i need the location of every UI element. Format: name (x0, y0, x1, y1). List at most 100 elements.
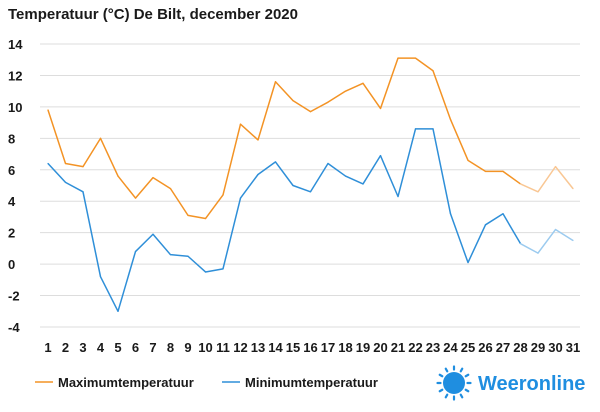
series-forecast-line-max (520, 165, 574, 193)
x-tick-label: 12 (233, 340, 247, 355)
weeronline-logo: Weeronline (436, 365, 585, 401)
data-point (64, 181, 67, 183)
data-point (152, 177, 154, 179)
x-tick-label: 7 (149, 340, 156, 355)
y-tick-label: -2 (8, 289, 20, 304)
data-point (239, 197, 242, 199)
y-tick-label: 2 (8, 226, 15, 241)
data-point (414, 128, 417, 130)
y-tick-label: 0 (8, 257, 15, 272)
data-point (449, 213, 452, 215)
data-point (432, 70, 434, 72)
gridlines (40, 43, 580, 328)
x-tick-label: 27 (496, 340, 510, 355)
data-point (344, 175, 347, 177)
data-point (432, 128, 434, 130)
data-point (47, 162, 49, 165)
data-point (292, 100, 294, 102)
data-point (502, 170, 504, 172)
data-point (222, 268, 224, 270)
data-point (257, 139, 259, 141)
data-point (327, 101, 329, 103)
data-point (467, 159, 469, 161)
x-tick-label: 14 (268, 340, 283, 355)
data-point (169, 188, 172, 190)
x-tick-label: 13 (251, 340, 265, 355)
data-point (327, 162, 329, 165)
legend-min-label: Minimumtemperatuur (245, 375, 378, 390)
data-point (204, 217, 207, 220)
data-point (537, 191, 539, 193)
x-tick-label: 20 (373, 340, 387, 355)
data-point (99, 276, 102, 278)
x-tick-label: 30 (548, 340, 562, 355)
data-point (134, 250, 137, 253)
sun-ray (438, 388, 444, 393)
data-point (134, 197, 137, 199)
data-point (82, 191, 84, 193)
data-point (309, 111, 312, 113)
x-axis-ticks: 1 2 3 4 5 6 7 8 9 10 11 12 13 14 15 16 17 18 19 20 21 22 23 24 2… (44, 340, 580, 355)
data-point (379, 107, 382, 110)
sun-ray (464, 373, 470, 378)
x-tick-label: 21 (391, 340, 405, 355)
sun-ray (438, 373, 444, 378)
data-point (117, 310, 119, 312)
x-tick-label: 9 (184, 340, 191, 355)
data-point (502, 213, 504, 215)
data-point (397, 195, 399, 198)
sun-ray (464, 388, 470, 393)
data-point (309, 191, 312, 193)
x-tick-label: 1 (44, 340, 51, 355)
data-point (484, 224, 487, 226)
x-tick-label: 31 (566, 340, 580, 355)
data-point (152, 233, 154, 235)
data-point (537, 252, 539, 254)
data-point (397, 57, 399, 59)
y-tick-label: 4 (8, 194, 16, 209)
legend: Maximumtemperatuur Minimumtemperatuur (35, 375, 378, 390)
data-point (467, 261, 469, 264)
data-point (82, 166, 84, 168)
x-tick-label: 17 (321, 340, 335, 355)
data-point (47, 109, 49, 111)
x-tick-label: 23 (426, 340, 440, 355)
x-tick-label: 8 (167, 340, 174, 355)
data-point (169, 254, 172, 256)
x-tick-label: 19 (356, 340, 370, 355)
y-tick-label: 8 (8, 131, 15, 146)
x-tick-label: 22 (408, 340, 422, 355)
x-tick-label: 15 (286, 340, 300, 355)
sun-ray (459, 367, 464, 373)
x-tick-label: 18 (338, 340, 352, 355)
sun-ray (444, 367, 449, 373)
data-point (362, 82, 364, 84)
x-tick-label: 24 (443, 340, 458, 355)
data-point (187, 214, 189, 216)
sun-logo-icon (436, 365, 472, 401)
data-point (362, 183, 364, 185)
data-point (554, 166, 557, 168)
y-tick-label: 12 (8, 68, 22, 83)
x-tick-label: 11 (216, 340, 230, 355)
data-point (519, 243, 522, 245)
data-point (239, 123, 242, 125)
series-forecast-line-min (520, 228, 574, 254)
x-tick-label: 26 (478, 340, 492, 355)
x-tick-label: 29 (531, 340, 545, 355)
y-axis-ticks: -4 -2 0 2 4 6 8 10 12 14 (8, 37, 23, 335)
x-tick-label: 28 (513, 340, 527, 355)
chart-title: Temperatuur (°C) De Bilt, december 2020 (8, 6, 298, 23)
data-point (274, 81, 277, 83)
data-point (187, 255, 189, 257)
data-point (64, 162, 67, 165)
data-point (204, 271, 207, 273)
data-point (99, 137, 102, 139)
data-point (292, 184, 294, 187)
x-tick-label: 4 (97, 340, 105, 355)
data-point (414, 57, 417, 59)
x-tick-label: 5 (114, 340, 121, 355)
data-point (379, 155, 382, 157)
x-tick-label: 6 (132, 340, 139, 355)
y-tick-label: -4 (8, 320, 20, 335)
